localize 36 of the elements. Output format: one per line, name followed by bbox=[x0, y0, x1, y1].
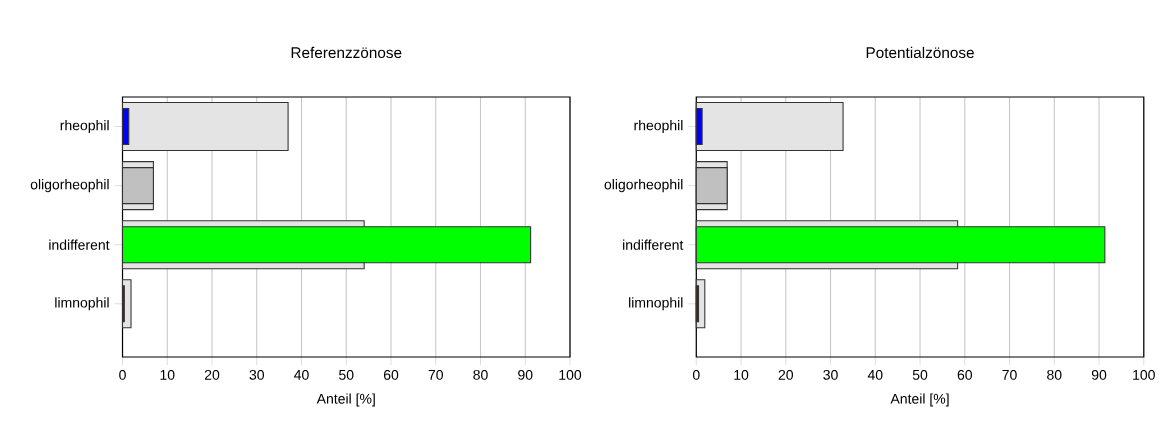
x-tick-label: 20 bbox=[204, 369, 220, 380]
y-tick-label: indifferent bbox=[623, 239, 684, 250]
y-tick-label: oligorheophil bbox=[30, 179, 109, 193]
y-tick-label: oligorheophil bbox=[604, 179, 683, 193]
x-tick-label: 20 bbox=[778, 369, 794, 380]
x-tick-label: 80 bbox=[473, 369, 488, 380]
x-tick-label: 50 bbox=[339, 369, 354, 380]
x-tick-label: 40 bbox=[294, 369, 309, 380]
x-tick-label: 70 bbox=[1002, 369, 1017, 380]
x-tick-label: 60 bbox=[383, 369, 399, 380]
x-axis-title: Anteil [%] bbox=[890, 393, 949, 407]
x-tick-label: 0 bbox=[119, 369, 126, 380]
x-tick-label: 90 bbox=[1091, 369, 1107, 380]
x-tick-label: 80 bbox=[1047, 369, 1062, 380]
x-axis-title: Anteil [%] bbox=[316, 393, 375, 407]
x-tick-label: 10 bbox=[734, 369, 749, 380]
y-tick-label: limnophil bbox=[55, 297, 109, 311]
y-tick-label: rheophil bbox=[634, 120, 683, 134]
x-tick-label: 10 bbox=[160, 369, 175, 380]
chart-title: Referenzzönose bbox=[291, 46, 402, 59]
x-tick-label: 0 bbox=[692, 369, 700, 380]
y-tick-label: limnophil bbox=[629, 297, 683, 311]
x-tick-label: 100 bbox=[1133, 369, 1155, 380]
x-tick-label: 70 bbox=[428, 369, 443, 380]
x-tick-label: 40 bbox=[867, 369, 883, 380]
x-tick-label: 30 bbox=[249, 369, 264, 380]
bar bbox=[695, 102, 844, 152]
bar bbox=[121, 102, 289, 152]
y-tick-label: rheophil bbox=[60, 120, 109, 134]
y-tick-label: indifferent bbox=[49, 239, 110, 250]
x-tick-label: 30 bbox=[823, 369, 838, 380]
chart-title: Potentialzönose bbox=[866, 46, 974, 59]
x-tick-label: 60 bbox=[957, 369, 973, 380]
x-tick-label: 100 bbox=[559, 369, 582, 380]
x-tick-label: 90 bbox=[518, 369, 533, 380]
x-tick-label: 50 bbox=[912, 369, 928, 380]
